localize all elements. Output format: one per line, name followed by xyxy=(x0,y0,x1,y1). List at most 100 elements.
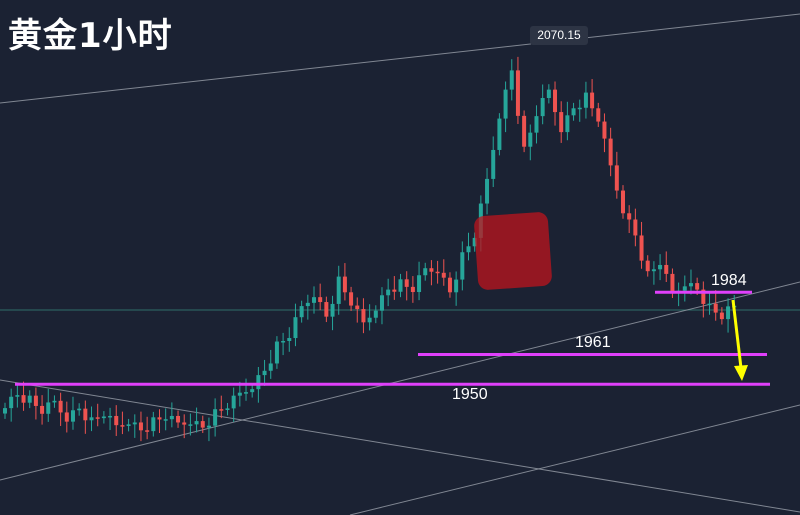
candle-body xyxy=(157,417,162,420)
candle-body xyxy=(633,219,638,236)
candle xyxy=(293,303,298,347)
candle-body xyxy=(188,424,193,426)
candle xyxy=(577,99,582,122)
arrow-shaft xyxy=(731,299,743,369)
trendline-3 xyxy=(0,379,800,513)
candle xyxy=(64,401,69,433)
candle xyxy=(398,273,403,298)
candle xyxy=(219,395,224,419)
candle xyxy=(596,102,601,127)
candle xyxy=(466,232,471,261)
trendlines xyxy=(0,13,800,515)
candle-body xyxy=(404,279,409,287)
chart-title: 黄金1小时 xyxy=(8,16,173,56)
candle xyxy=(318,283,323,311)
candle xyxy=(132,414,137,438)
candle-body xyxy=(707,303,712,306)
candle xyxy=(522,110,527,153)
candle xyxy=(46,388,51,422)
candle-body xyxy=(27,395,32,403)
candle-body xyxy=(373,310,378,318)
candle xyxy=(89,406,94,432)
candle-body xyxy=(225,408,230,411)
candle-body xyxy=(423,268,428,276)
candle-body xyxy=(194,421,199,425)
candle-body xyxy=(83,408,88,421)
candle xyxy=(392,276,397,300)
candle xyxy=(651,261,656,285)
candle xyxy=(157,409,162,434)
candle-body xyxy=(565,115,570,133)
candle xyxy=(726,298,731,333)
candle-body xyxy=(330,303,335,317)
candle xyxy=(639,221,644,269)
candle-body xyxy=(95,417,100,419)
trendline-2 xyxy=(0,281,800,481)
candle-body xyxy=(608,138,613,166)
candle-body xyxy=(454,279,459,293)
candle-body xyxy=(627,213,632,220)
candle xyxy=(583,81,588,119)
candle-body xyxy=(268,363,273,371)
candle xyxy=(33,387,38,420)
candle xyxy=(336,265,341,315)
candle-body xyxy=(299,306,304,318)
candle xyxy=(485,168,490,215)
forecast-arrow xyxy=(731,299,748,381)
candle xyxy=(429,260,434,286)
candle xyxy=(528,124,533,161)
candle xyxy=(194,407,199,433)
candle-body xyxy=(77,408,82,411)
candle xyxy=(460,241,465,291)
candle xyxy=(126,418,131,432)
candle xyxy=(633,208,638,247)
candle xyxy=(3,402,7,419)
candle-body xyxy=(639,235,644,261)
candle xyxy=(268,349,273,379)
candle xyxy=(281,332,286,356)
candle xyxy=(40,395,45,425)
candle xyxy=(534,105,539,144)
candle-body xyxy=(392,289,397,292)
candle-body xyxy=(367,317,372,323)
candle-body xyxy=(70,410,75,422)
candle xyxy=(305,294,310,320)
candle xyxy=(435,260,440,284)
candle-body xyxy=(287,338,292,342)
candle xyxy=(701,281,706,318)
candle-body xyxy=(503,89,508,119)
red-stamp-seal xyxy=(473,211,553,291)
candle-body xyxy=(491,149,496,179)
candle xyxy=(608,127,613,177)
candle-body xyxy=(145,430,150,432)
candle xyxy=(614,151,619,199)
candle xyxy=(590,79,595,117)
candle-body xyxy=(182,422,187,425)
candle xyxy=(559,101,564,143)
candle xyxy=(386,278,391,307)
candle xyxy=(497,113,502,156)
candle-body xyxy=(176,415,181,423)
candle-body xyxy=(534,116,539,133)
candle-body xyxy=(349,292,354,306)
candle-body xyxy=(485,178,490,204)
candle xyxy=(367,304,372,331)
candle xyxy=(645,255,650,277)
candle-body xyxy=(645,260,650,272)
candle xyxy=(163,408,168,431)
candle-body xyxy=(46,402,51,414)
candle xyxy=(114,405,119,436)
candle-body xyxy=(200,421,205,428)
candle-body xyxy=(460,252,465,280)
candle-body xyxy=(213,409,218,426)
candle-body xyxy=(33,395,38,406)
candle xyxy=(9,388,14,422)
candle-body xyxy=(231,395,236,409)
candle xyxy=(299,300,304,323)
candle xyxy=(108,407,113,431)
candle-body xyxy=(132,422,137,425)
candle-body xyxy=(101,416,106,419)
candle-body xyxy=(126,424,131,426)
